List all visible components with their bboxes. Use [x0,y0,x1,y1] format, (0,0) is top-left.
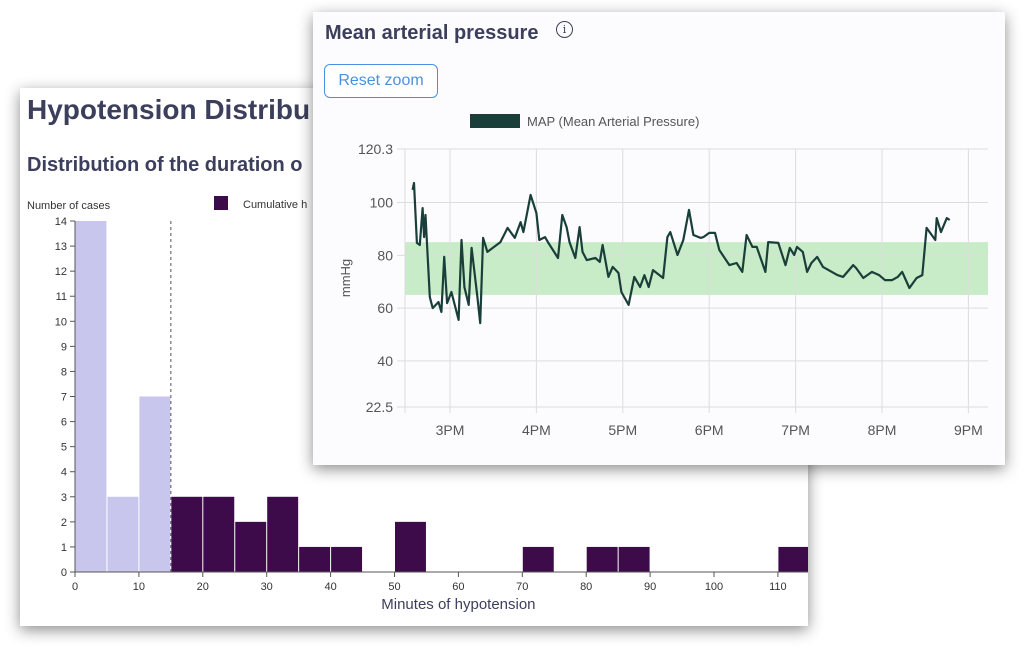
y-tick-label: 9 [61,341,67,353]
y-axis-label: mmHg [338,259,353,297]
histogram-bar [107,496,139,572]
legend-swatch [214,196,228,210]
x-tick-label: 40 [324,581,336,593]
map-card: Mean arterial pressure i Reset zoom MAP … [313,12,1005,465]
y-tick-label: 0 [61,567,67,579]
x-tick-label: 60 [452,581,464,593]
target-band [405,242,988,295]
y-tick-label: 6 [61,417,67,429]
y-tick-label: 5 [61,442,67,454]
histogram-bar [395,521,426,572]
legend-swatch [470,114,520,128]
histogram-bar [267,496,299,572]
page-title: Hypotension Distribu [27,94,311,125]
reset-zoom-button[interactable]: Reset zoom [324,64,438,98]
histogram-bar [778,546,808,572]
histogram-chart: Number of cases Cumulative h0123456789101… [27,196,808,613]
section-title: Distribution of the duration o [27,154,303,176]
x-tick-label: 30 [261,581,273,593]
y-tick-label: 7 [61,392,67,404]
y-tick-label: 3 [61,492,67,504]
x-tick-label: 7PM [781,422,810,438]
info-circle-icon[interactable]: i [556,21,573,38]
legend-label: MAP (Mean Arterial Pressure) [527,114,699,129]
x-tick-label: 6PM [695,422,724,438]
histogram-bar [618,546,650,572]
y-tick-label: 12 [55,266,67,278]
histogram-bar [522,546,554,572]
histogram-bar [331,546,363,572]
x-tick-label: 3PM [436,422,465,438]
histogram-bar [139,396,171,572]
map-series-line [411,181,951,325]
x-tick-label: 4PM [522,422,551,438]
x-tick-label: 80 [580,581,592,593]
map-title: Mean arterial pressure [325,22,539,44]
x-tick-label: 0 [72,581,78,593]
y-tick-label: 10 [55,316,67,328]
legend-label: Cumulative h [243,199,307,211]
x-tick-label: 90 [644,581,656,593]
y-tick-label: 13 [55,241,67,253]
y-tick-label: 22.5 [366,399,393,415]
y-tick-label: 40 [377,353,393,369]
x-tick-label: 10 [133,581,145,593]
y-tick-label: 14 [55,216,67,228]
x-tick-label: 50 [388,581,400,593]
x-tick-label: 8PM [868,422,897,438]
histogram-bar [299,546,331,572]
y-tick-label: 60 [377,300,393,316]
histogram-bar [586,546,618,572]
x-tick-label: 5PM [608,422,637,438]
y-tick-label: 2 [61,517,67,529]
x-tick-label: 100 [705,581,723,593]
x-tick-label: 9PM [954,422,983,438]
histogram-bar [235,521,267,572]
y-axis-label: Number of cases [27,200,111,212]
x-tick-label: 70 [516,581,528,593]
y-tick-label: 120.3 [358,141,393,157]
y-tick-label: 80 [377,247,393,263]
y-tick-label: 11 [56,291,67,303]
histogram-bar [75,221,107,572]
x-axis-label: Minutes of hypotension [381,596,535,613]
x-tick-label: 20 [197,581,209,593]
histogram-bar [171,496,203,572]
y-tick-label: 8 [61,366,67,378]
map-line-chart[interactable]: MAP (Mean Arterial Pressure) 22.5 40 60 80 10… [313,12,1005,465]
y-tick-label: 100 [370,195,394,211]
x-tick-label: 110 [769,581,787,593]
y-tick-label: 1 [61,542,67,554]
y-tick-label: 4 [61,467,67,479]
histogram-bar [203,496,235,572]
